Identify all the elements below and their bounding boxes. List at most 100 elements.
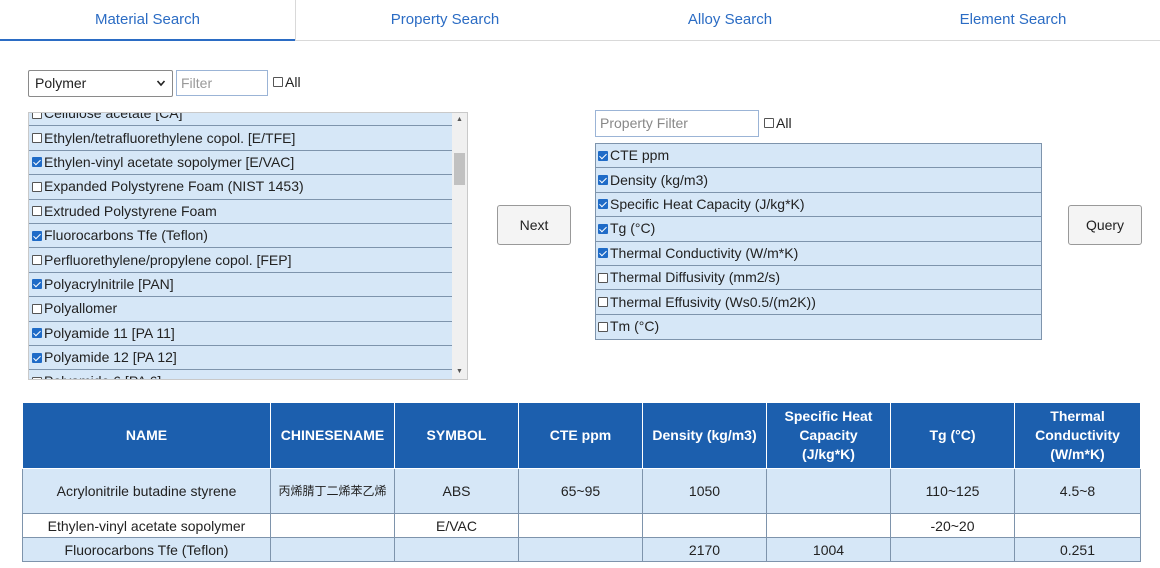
category-select-value: Polymer <box>35 75 87 91</box>
material-item-label: Fluorocarbons Tfe (Teflon) <box>44 227 208 244</box>
property-all-label: All <box>776 115 792 131</box>
checkbox-icon[interactable] <box>32 206 42 217</box>
table-cell: Fluorocarbons Tfe (Teflon) <box>22 537 271 562</box>
property-item-label: Thermal Effusivity (Ws0.5/(m2K)) <box>610 293 816 310</box>
query-button[interactable]: Query <box>1068 205 1142 245</box>
tab-divider <box>295 0 296 40</box>
material-item-label: Ethylen/tetrafluorethylene copol. [E/TFE… <box>44 129 296 146</box>
column-header[interactable]: Tg (°C) <box>890 402 1015 469</box>
property-list-item[interactable]: Tm (°C) <box>596 314 1041 340</box>
scroll-up-icon[interactable]: ▲ <box>456 116 463 123</box>
property-list-item[interactable]: Thermal Diffusivity (mm2/s) <box>596 265 1041 291</box>
tab-element-search[interactable]: Element Search <box>959 11 1067 28</box>
material-filter-input[interactable]: Filter <box>176 70 268 96</box>
table-cell: Ethylen-vinyl acetate sopolymer <box>22 513 271 538</box>
table-cell: 丙烯腈丁二烯苯乙烯 <box>270 468 395 514</box>
property-item-label: Tg (°C) <box>610 220 656 237</box>
tab-alloy-search[interactable]: Alloy Search <box>687 11 773 28</box>
checkbox-checked-icon[interactable] <box>32 230 42 241</box>
table-cell: E/VAC <box>394 513 519 538</box>
table-cell <box>1014 513 1141 538</box>
material-list-item[interactable]: Fluorocarbons Tfe (Teflon) <box>29 223 453 249</box>
material-list-item[interactable]: Polyamide 6 [PA 6] <box>29 370 453 379</box>
property-filter-input[interactable]: Property Filter <box>595 110 759 137</box>
checkbox-icon[interactable] <box>32 255 42 266</box>
checkbox-icon[interactable] <box>598 321 608 332</box>
property-list[interactable]: CTE ppm Density (kg/m3) Specific Heat Capa… <box>595 143 1042 341</box>
material-list-scrollbar[interactable]: ▲ ▼ <box>452 113 467 379</box>
property-item-label: Thermal Diffusivity (mm2/s) <box>610 269 781 286</box>
checkbox-icon[interactable] <box>764 118 774 128</box>
checkbox-icon[interactable] <box>598 297 608 308</box>
checkbox-icon[interactable] <box>32 181 42 192</box>
checkbox-checked-icon[interactable] <box>32 279 42 290</box>
material-list-item[interactable]: Expanded Polystyrene Foam (NIST 1453) <box>29 175 453 200</box>
chevron-down-icon <box>156 71 166 106</box>
table-cell: 2170 <box>642 537 767 562</box>
column-header[interactable]: Thermal Conductivity (W/m*K) <box>1014 402 1141 469</box>
category-select[interactable]: Polymer <box>28 70 173 97</box>
tab-bar: Material Search Property Search Alloy Se… <box>0 0 1160 41</box>
table-cell: 65~95 <box>518 468 643 514</box>
material-all-checkbox[interactable]: All <box>273 74 301 90</box>
property-list-item[interactable]: Thermal Conductivity (W/m*K) <box>596 241 1041 266</box>
material-list-item[interactable]: Extruded Polystyrene Foam <box>29 199 453 224</box>
material-list-item[interactable]: Polyamide 12 [PA 12] <box>29 345 453 371</box>
column-header[interactable]: SYMBOL <box>394 402 519 469</box>
table-row: Fluorocarbons Tfe (Teflon) 2170 1004 0.251 <box>22 537 1141 562</box>
scroll-down-icon[interactable]: ▼ <box>456 368 463 375</box>
material-item-label: Polyacrylnitrile [PAN] <box>44 275 174 292</box>
property-list-item[interactable]: Specific Heat Capacity (J/kg*K) <box>596 192 1041 218</box>
material-list-item[interactable]: Perfluorethylene/propylene copol. [FEP] <box>29 248 453 273</box>
table-cell: 1004 <box>766 537 891 562</box>
column-header[interactable]: Specific Heat Capacity (J/kg*K) <box>766 402 891 469</box>
material-item-label: Polyamide 6 [PA 6] <box>44 370 161 379</box>
column-header[interactable]: CHINESENAME <box>270 402 395 469</box>
property-list-item[interactable]: Thermal Effusivity (Ws0.5/(m2K)) <box>596 290 1041 315</box>
checkbox-checked-icon[interactable] <box>598 175 608 186</box>
property-list-item[interactable]: CTE ppm <box>596 144 1041 169</box>
table-cell: 110~125 <box>890 468 1015 514</box>
property-item-label: Density (kg/m3) <box>610 171 709 188</box>
checkbox-checked-icon[interactable] <box>598 199 608 210</box>
checkbox-checked-icon[interactable] <box>32 157 42 168</box>
checkbox-icon[interactable] <box>273 77 283 87</box>
column-header[interactable]: NAME <box>22 402 271 469</box>
material-list[interactable]: Cellulose acetate [CA] Ethylen/tetrafluor… <box>28 112 468 380</box>
table-cell <box>270 513 395 538</box>
table-cell <box>394 537 519 562</box>
material-list-item[interactable]: Polyamide 11 [PA 11] <box>29 321 453 346</box>
table-row: Ethylen-vinyl acetate sopolymer E/VAC -20~… <box>22 513 1141 538</box>
material-list-item[interactable]: Ethylen-vinyl acetate sopolymer [E/VAC] <box>29 150 453 176</box>
material-list-item[interactable]: Polyallomer <box>29 297 453 322</box>
scroll-thumb[interactable] <box>454 153 465 185</box>
checkbox-icon[interactable] <box>32 376 42 379</box>
checkbox-icon[interactable] <box>32 133 42 144</box>
column-header[interactable]: CTE ppm <box>518 402 643 469</box>
material-list-item[interactable]: Polyacrylnitrile [PAN] <box>29 272 453 298</box>
checkbox-checked-icon[interactable] <box>598 223 608 234</box>
material-item-label: Perfluorethylene/propylene copol. [FEP] <box>44 251 292 268</box>
property-list-item[interactable]: Tg (°C) <box>596 217 1041 242</box>
checkbox-checked-icon[interactable] <box>598 248 608 259</box>
tab-property-search[interactable]: Property Search <box>390 11 500 28</box>
table-cell <box>890 537 1015 562</box>
checkbox-icon[interactable] <box>32 303 42 314</box>
checkbox-icon[interactable] <box>32 113 42 119</box>
material-list-item[interactable]: Cellulose acetate [CA] <box>29 113 453 127</box>
tab-material-search[interactable]: Material Search <box>0 0 295 41</box>
results-table: NAME CHINESENAME SYMBOL CTE ppm Density (kg/… <box>22 402 1141 562</box>
checkbox-checked-icon[interactable] <box>32 328 42 339</box>
property-all-checkbox[interactable]: All <box>764 115 792 131</box>
table-cell: 4.5~8 <box>1014 468 1141 514</box>
table-cell <box>518 513 643 538</box>
material-item-label: Expanded Polystyrene Foam (NIST 1453) <box>44 178 304 195</box>
checkbox-checked-icon[interactable] <box>32 352 42 363</box>
material-list-item[interactable]: Ethylen/tetrafluorethylene copol. [E/TFE… <box>29 126 453 151</box>
table-cell: Acrylonitrile butadine styrene <box>22 468 271 514</box>
next-button[interactable]: Next <box>497 205 571 245</box>
checkbox-icon[interactable] <box>598 272 608 283</box>
property-list-item[interactable]: Density (kg/m3) <box>596 168 1041 193</box>
column-header[interactable]: Density (kg/m3) <box>642 402 767 469</box>
checkbox-checked-icon[interactable] <box>598 150 608 161</box>
